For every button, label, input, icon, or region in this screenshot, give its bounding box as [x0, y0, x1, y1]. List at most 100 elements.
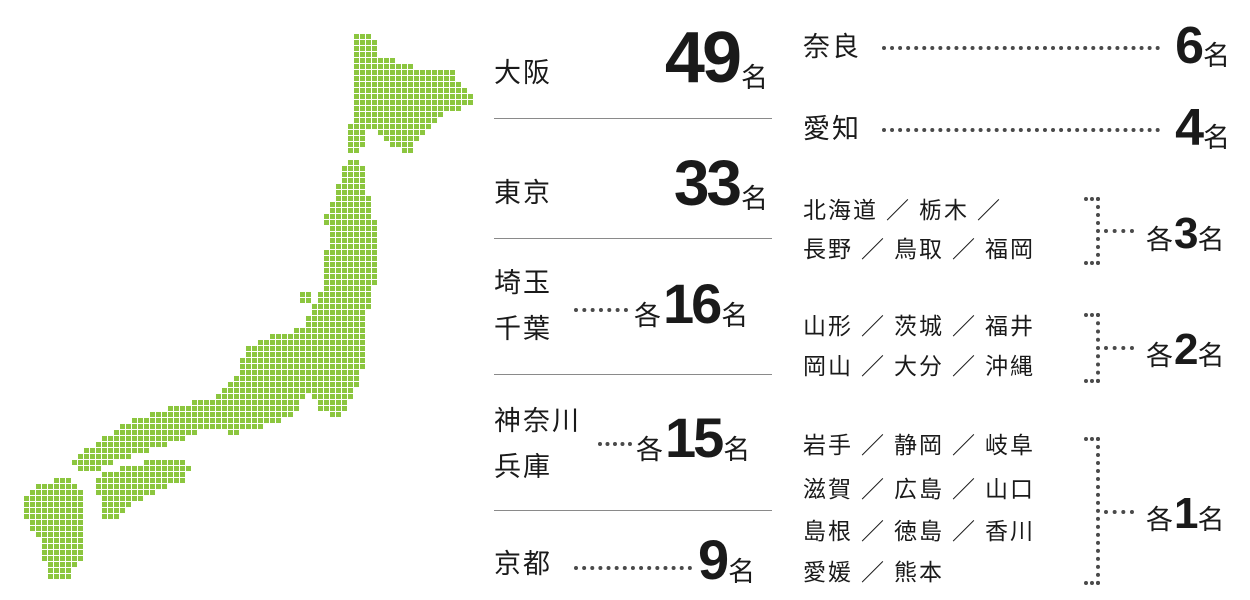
map-dot	[342, 382, 347, 387]
map-dot	[366, 106, 371, 111]
map-dot	[312, 364, 317, 369]
map-dot	[114, 448, 119, 453]
map-dot	[462, 94, 467, 99]
map-dot	[384, 124, 389, 129]
map-dot	[372, 226, 377, 231]
map-dot	[420, 76, 425, 81]
map-dot	[234, 406, 239, 411]
map-dot	[330, 358, 335, 363]
map-dot	[336, 322, 341, 327]
map-dot	[258, 364, 263, 369]
map-dot	[414, 136, 419, 141]
map-dot	[420, 130, 425, 135]
map-dot	[390, 58, 395, 63]
map-dot	[258, 352, 263, 357]
map-dot	[324, 334, 329, 339]
map-dot	[336, 238, 341, 243]
map-dot	[342, 226, 347, 231]
map-dot	[354, 244, 359, 249]
separator: ／	[886, 198, 911, 224]
map-dot	[342, 340, 347, 345]
map-dot	[60, 574, 65, 579]
map-dot	[396, 64, 401, 69]
map-dot	[426, 76, 431, 81]
map-dot	[60, 502, 65, 507]
map-dot	[330, 268, 335, 273]
map-dot	[342, 328, 347, 333]
kyoto-count: 9 名	[698, 532, 755, 588]
nara-number: 6	[1175, 17, 1204, 75]
map-dot	[402, 76, 407, 81]
map-dot	[120, 484, 125, 489]
map-dot	[348, 316, 353, 321]
map-dot	[312, 310, 317, 315]
map-dot	[342, 256, 347, 261]
map-dot	[144, 436, 149, 441]
map-dot	[48, 538, 53, 543]
map-dot	[402, 82, 407, 87]
separator: ／	[952, 519, 977, 545]
map-dot	[198, 418, 203, 423]
map-dot	[366, 202, 371, 207]
tokyo-number: 33	[673, 147, 742, 219]
map-dot	[288, 358, 293, 363]
map-dot	[132, 424, 137, 429]
map-dot	[342, 388, 347, 393]
map-dot	[438, 82, 443, 87]
kyoto-label: 京都	[494, 549, 552, 580]
map-dot	[246, 370, 251, 375]
map-dot	[300, 376, 305, 381]
map-dot	[444, 88, 449, 93]
map-dot	[150, 430, 155, 435]
map-dot	[354, 322, 359, 327]
map-dot	[348, 130, 353, 135]
separator: ／	[952, 314, 977, 340]
map-dot	[348, 262, 353, 267]
map-dot	[96, 460, 101, 465]
map-dot	[366, 304, 371, 309]
map-dot	[360, 58, 365, 63]
map-dot	[48, 562, 53, 567]
map-dot	[216, 400, 221, 405]
map-dot	[444, 82, 449, 87]
map-dot	[294, 382, 299, 387]
map-dot	[126, 484, 131, 489]
map-dot	[348, 244, 353, 249]
map-dot	[366, 262, 371, 267]
group-1-row-1: 岩手 ／ 静岡 ／ 岐阜	[803, 435, 1035, 458]
map-dot	[144, 442, 149, 447]
map-dot	[66, 538, 71, 543]
map-dot	[336, 256, 341, 261]
map-dot	[66, 568, 71, 573]
map-dot	[450, 94, 455, 99]
map-dot	[396, 130, 401, 135]
map-dot	[306, 364, 311, 369]
map-dot	[270, 400, 275, 405]
map-dot	[426, 112, 431, 117]
map-dot	[348, 328, 353, 333]
map-dot	[228, 430, 233, 435]
map-dot	[336, 298, 341, 303]
map-dot	[330, 232, 335, 237]
group-1-number: 1	[1174, 489, 1199, 538]
map-dot	[126, 442, 131, 447]
map-dot	[354, 70, 359, 75]
map-dot	[132, 418, 137, 423]
map-dot	[84, 466, 89, 471]
map-dot	[180, 406, 185, 411]
map-dot	[360, 238, 365, 243]
map-dot	[90, 460, 95, 465]
map-dot	[258, 394, 263, 399]
map-dot	[402, 100, 407, 105]
map-dot	[192, 400, 197, 405]
map-dot	[96, 442, 101, 447]
separator: ／	[861, 477, 886, 503]
group-2-row-2: 岡山 ／ 大分 ／ 沖縄	[803, 356, 1035, 379]
map-dot	[120, 496, 125, 501]
map-dot	[360, 70, 365, 75]
map-dot	[198, 400, 203, 405]
map-dot	[438, 88, 443, 93]
map-dot	[354, 292, 359, 297]
map-dot	[288, 364, 293, 369]
map-dot	[282, 406, 287, 411]
